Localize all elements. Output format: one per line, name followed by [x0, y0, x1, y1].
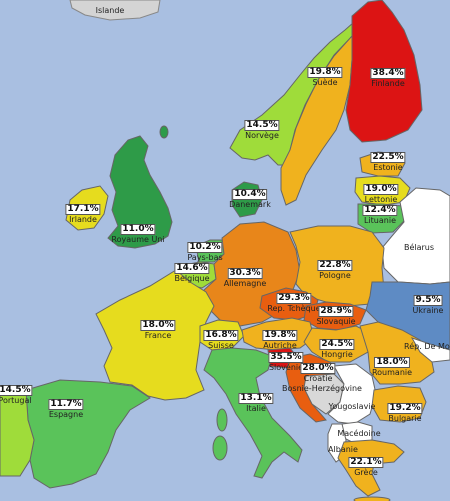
country-islande[interactable]: [69, 0, 161, 21]
island-shetland: [159, 125, 169, 139]
country-royaume-uni[interactable]: [107, 135, 173, 249]
island-corse: [216, 408, 228, 432]
country-france[interactable]: [95, 269, 215, 401]
country-bosnie[interactable]: [303, 373, 345, 415]
country-suede[interactable]: [280, 34, 353, 206]
country-italie[interactable]: [203, 347, 303, 479]
island-crete: [353, 496, 391, 501]
country-estonie[interactable]: [359, 151, 406, 177]
country-bulgarie[interactable]: [371, 385, 427, 423]
country-rep-moldavie[interactable]: [410, 337, 450, 363]
country-roumanie[interactable]: [359, 321, 435, 385]
country-grece[interactable]: [337, 439, 405, 497]
island-sardaigne: [212, 435, 228, 461]
